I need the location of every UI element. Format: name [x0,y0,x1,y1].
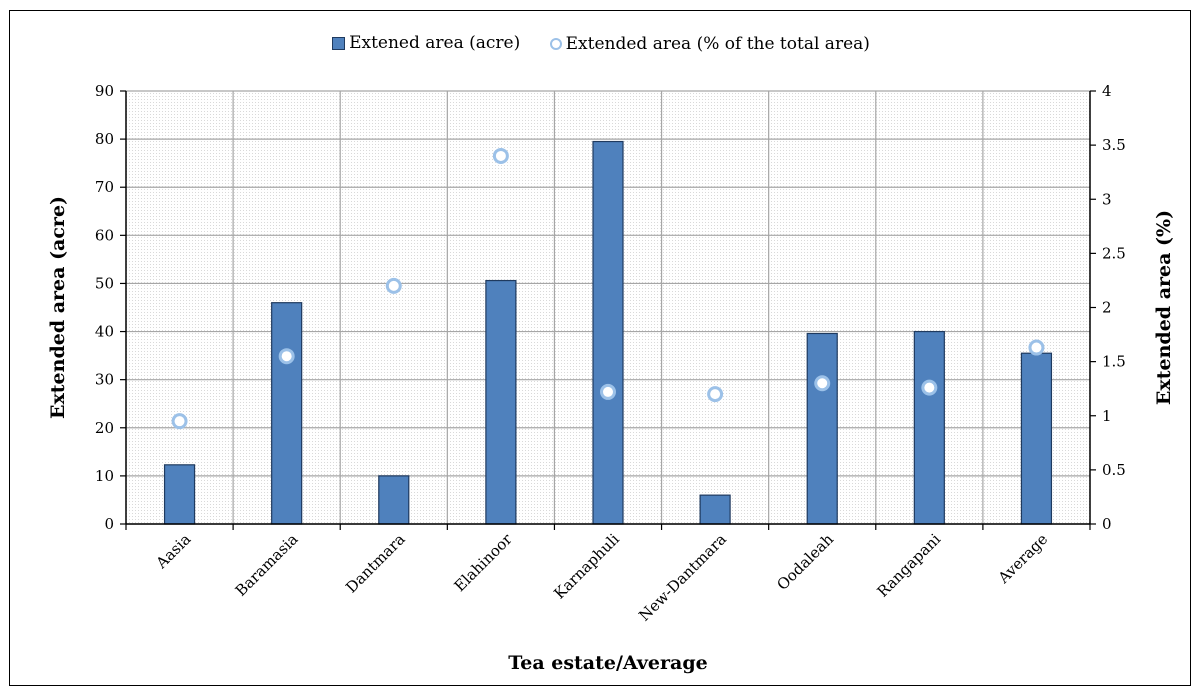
x-tick-label: Dantmara [342,530,408,596]
left-tick-label: 50 [95,274,114,292]
right-tick-label: 0.5 [1102,461,1126,479]
data-point [707,386,724,403]
right-tick-label: 4 [1102,82,1112,100]
x-tick-label: Baramasia [232,530,302,600]
x-tick-label: Rangapani [874,530,945,601]
legend-label-points: Extended area (% of the total area) [565,33,870,54]
right-tick-label: 1.5 [1102,353,1126,371]
left-tick-label: 0 [104,515,114,533]
data-point [171,413,188,430]
data-point [921,379,938,396]
bar [699,494,731,525]
bar-series [163,140,1053,525]
right-tick-label: 2 [1102,299,1112,317]
data-point [385,277,402,294]
point-series [171,147,1045,430]
left-tick-label: 20 [95,419,114,437]
legend-swatch-point [549,37,562,50]
bar [485,279,517,525]
left-tick-label: 80 [95,130,114,148]
left-tick-label: 30 [95,371,114,389]
bar [1020,352,1053,525]
legend-label-bars: Extened area (acre) [349,33,521,53]
x-tick-label: New-Dantmara [635,530,730,625]
y-axis-label-right: Extended area (%) [1153,210,1175,405]
x-tick-label: Karnaphuli [550,530,623,603]
x-axis-label: Tea estate/Average [508,652,707,674]
legend-item-bars: Extened area (acre) [332,33,520,53]
bar [806,332,838,525]
y-axis-label-left: Extended area (acre) [47,196,69,419]
right-axis-ticks: 0 0.5 1 1.5 2 2.5 3 3.5 4 [1090,82,1126,533]
left-axis-ticks: 0 10 20 30 40 50 60 70 80 90 [95,82,126,533]
x-tick-label: Oodaleah [773,530,837,594]
bar [592,140,624,525]
data-point [492,147,509,164]
bar [913,330,945,525]
data-point [1028,339,1045,356]
data-point [278,348,295,365]
left-tick-label: 70 [95,178,114,196]
x-tick-label: Elahinoor [451,530,517,596]
left-tick-label: 90 [95,82,114,100]
right-tick-label: 3 [1102,190,1112,208]
bar [378,475,410,525]
x-axis-ticks: Aasia Baramasia Dantmara Elahinoor Karnaphul… [152,530,1052,625]
chart-legend: Extened area (acre) Extended area (% of … [0,33,1202,55]
right-tick-label: 3.5 [1102,136,1126,154]
legend-item-points: Extended area (% of the total area) [549,33,870,54]
right-tick-label: 0 [1102,515,1112,533]
data-point [814,375,831,392]
left-tick-label: 60 [95,226,114,244]
data-point [600,383,616,400]
left-tick-label: 40 [95,323,114,341]
bar [163,464,196,525]
left-tick-label: 10 [95,467,114,485]
right-tick-label: 1 [1102,407,1112,425]
bar [271,302,303,525]
right-tick-label: 2.5 [1102,244,1126,262]
x-tick-label: Average [994,530,1051,587]
x-tick-label: Aasia [152,530,195,573]
legend-swatch-bar [332,36,346,50]
